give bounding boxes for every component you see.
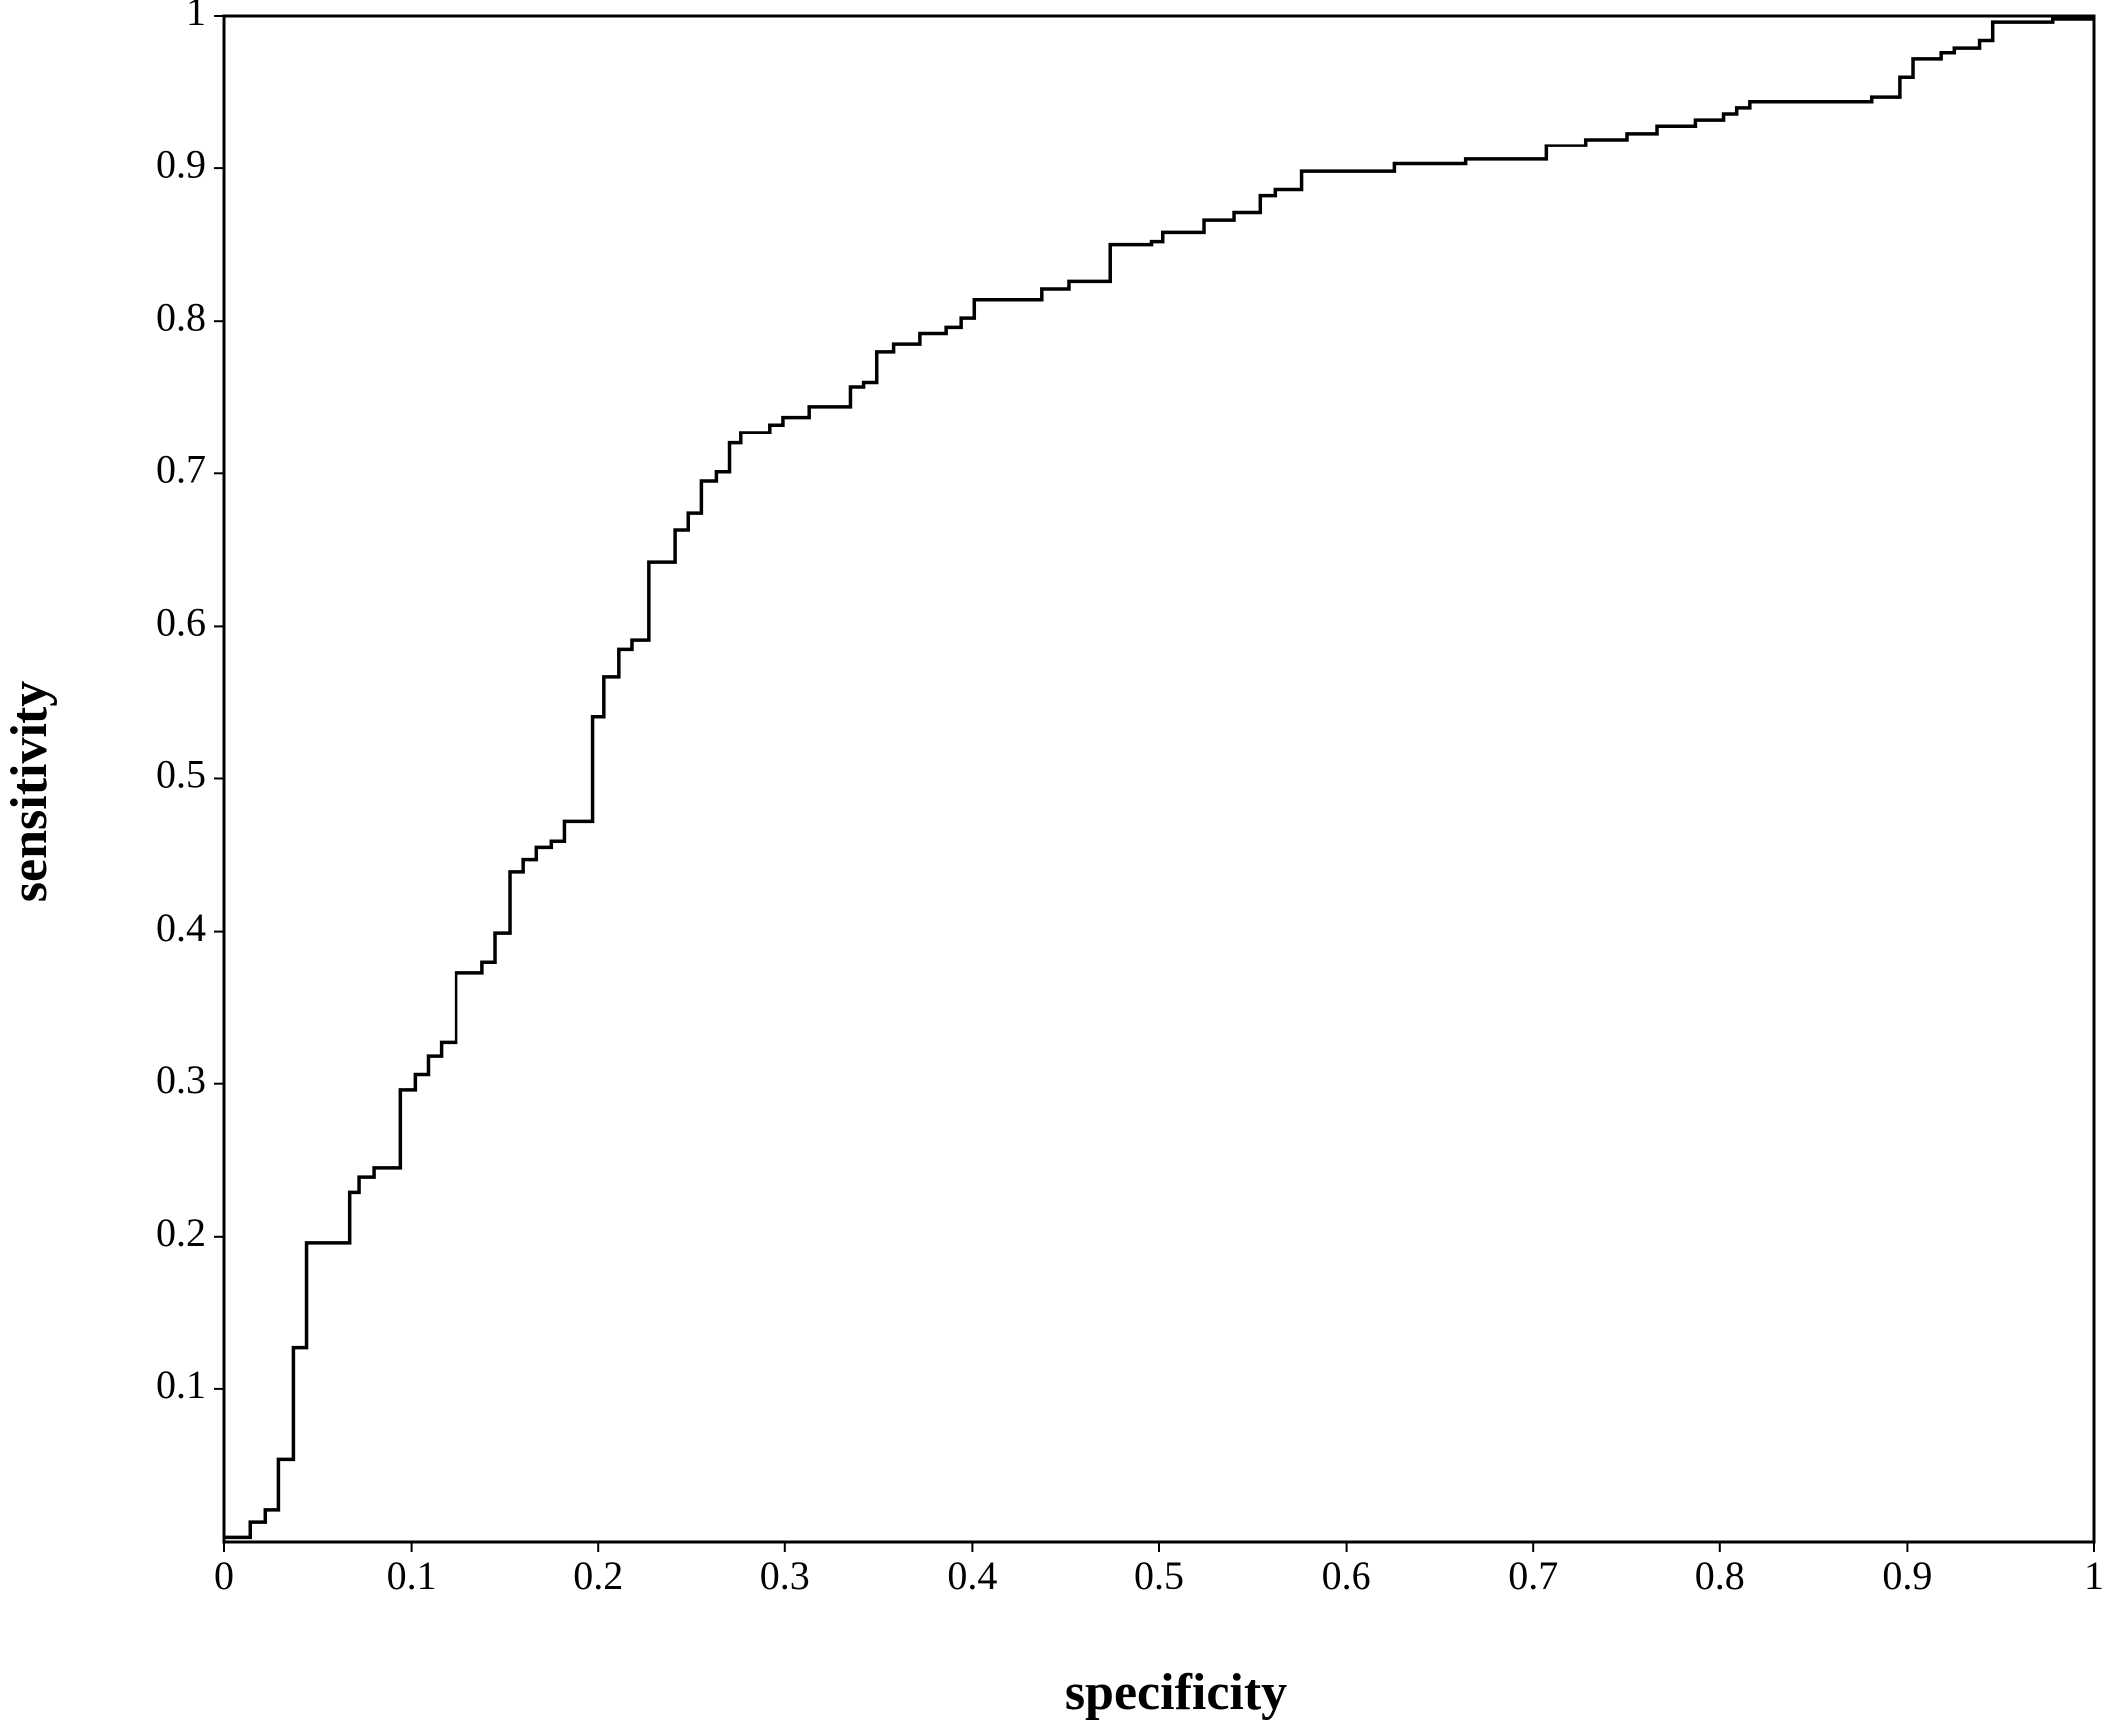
- plot-frame: [222, 14, 2096, 1544]
- x-tick-label: 0.5: [1134, 1553, 1184, 1597]
- y-tick-label: 0.9: [156, 142, 206, 186]
- x-tick-label: 0.6: [1322, 1553, 1371, 1597]
- x-tick-label: 0.8: [1695, 1553, 1745, 1597]
- y-tick-label: 0.4: [156, 905, 206, 950]
- y-tick-label: 0.2: [156, 1210, 206, 1255]
- y-axis-title: sensitivity: [1, 681, 58, 902]
- y-tick-label: 0.6: [156, 600, 206, 645]
- x-tick-label: 0: [214, 1553, 234, 1597]
- y-tick-label: 0.5: [156, 752, 206, 797]
- x-tick-label: 0.3: [760, 1553, 810, 1597]
- x-axis-title: specificity: [1065, 1664, 1287, 1721]
- y-tick-label: 1: [186, 0, 206, 34]
- x-tick-label: 0.7: [1508, 1553, 1558, 1597]
- roc-curve: [224, 17, 2094, 1540]
- y-tick-label: 0.7: [156, 446, 206, 491]
- x-tick-label: 0.9: [1882, 1553, 1932, 1597]
- y-tick-label: 0.1: [156, 1362, 206, 1407]
- x-tick-label: 0.4: [947, 1553, 997, 1597]
- x-tick-label: 1: [2084, 1553, 2104, 1597]
- y-tick-label: 0.8: [156, 294, 206, 339]
- x-tick-label: 0.1: [387, 1553, 437, 1597]
- y-tick-label: 0.3: [156, 1057, 206, 1102]
- x-tick-label: 0.2: [573, 1553, 623, 1597]
